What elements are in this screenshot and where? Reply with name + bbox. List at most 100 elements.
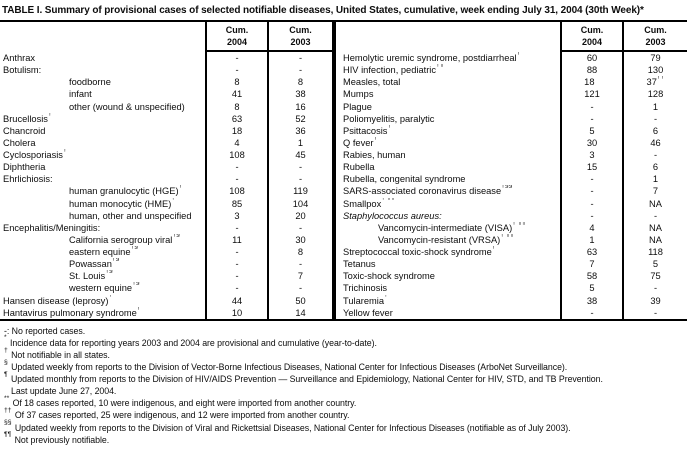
cum-2004-value: - [205, 282, 267, 295]
footnote-marker: † ¶¶ [381, 197, 395, 202]
right-header-row: Cum. 2004 Cum. 2003 [336, 22, 687, 52]
cum-2004-value: 44 [205, 294, 267, 307]
cum-2003-value: 37†† [622, 76, 687, 89]
table-row: other (wound & unspecified) 8 16 [0, 100, 332, 113]
table-row: Q fever† 30 46 [336, 136, 687, 149]
cum-2003-value: 46 [622, 136, 687, 149]
cum-2003-value: 5 [622, 258, 687, 271]
cum-2003-value: - [267, 173, 332, 186]
table-row: Psittacosis† 5 6 [336, 124, 687, 137]
table-row: SARS-associated coronavirus disease†§§ -7 [336, 185, 687, 198]
disease-name: Rubella, congenital syndrome [343, 174, 466, 185]
cum-2003-value: 1 [622, 100, 687, 113]
disease-name: Plague [343, 101, 372, 112]
footnote: * Incidence data for reporting years 200… [4, 334, 377, 348]
cum-2003-value: NA [622, 197, 687, 210]
left-disease-column-header [0, 22, 205, 52]
footnote: § Updated weekly from reports to the Div… [4, 358, 568, 373]
disease-name: Powassan†§ [0, 258, 205, 270]
disease-name: Cholera [3, 137, 36, 148]
cum-2004-value: - [560, 197, 622, 210]
cum-2003-value: 8 [267, 76, 332, 89]
right-cum-2003-column-header: Cum. 2003 [622, 22, 687, 52]
disease-name: Toxic-shock syndrome [343, 271, 435, 282]
table-row: human monocytic (HME)† 85 104 [0, 197, 332, 210]
table-row: eastern equine†§ -8 [0, 246, 332, 259]
table-row: Diphtheria - - [0, 161, 332, 174]
cum-2003-value: 119 [267, 185, 332, 198]
disease-name: Vancomycin-resistant (VRSA)† ¶¶ [336, 234, 560, 246]
footnote-marker: † [491, 246, 496, 250]
footnote-marker: † [178, 185, 183, 190]
table-row: Streptococcal toxic-shock syndrome† 63 118 [336, 246, 687, 259]
disease-name: infant [69, 89, 92, 100]
cum-2003-value: - [267, 161, 332, 174]
footnote-marker: † ¶¶ [500, 233, 514, 238]
cum-2004-value: - [205, 246, 267, 259]
cum-2004-value: 18 [205, 124, 267, 137]
year-2004-label: 2004 [581, 36, 603, 47]
disease-name: St. Louis†§ [0, 270, 205, 282]
right-table-body: Hemolytic uremic syndrome, postdiarrheal… [336, 52, 687, 319]
disease-name: other (wound & unspecified) [69, 101, 185, 112]
cum-2003-value: 104 [267, 197, 332, 210]
cum-2003-value: 128 [622, 88, 687, 101]
disease-name: SARS-associated coronavirus disease†§§ [336, 185, 560, 197]
disease-name: Yellow fever [343, 307, 393, 318]
table-row: human, other and unspecified 3 20 [0, 209, 332, 222]
cum-2003-value: 8 [267, 246, 332, 259]
disease-name: eastern equine†§ [0, 246, 205, 258]
footnote-marker: † [516, 52, 521, 56]
cum-2004-value: 88 [560, 64, 622, 77]
table-row: Botulism: - - [0, 64, 332, 77]
table-row: Measles, total 18** 37†† [336, 76, 687, 89]
disease-name: Rubella [343, 162, 375, 173]
cum-2004-value: - [205, 52, 267, 65]
cum-2003-value: 50 [267, 294, 332, 307]
footnote-marker: †† [656, 76, 665, 81]
disease-name: foodborne [69, 77, 111, 88]
table-row: Smallpox† ¶¶ - NA [336, 197, 687, 210]
right-cum-2004-column-header: Cum. 2004 [560, 22, 622, 52]
table-row: Plague -1 [336, 100, 687, 113]
cum-2003-value: - [622, 282, 687, 295]
table-row: Toxic-shock syndrome 58 75 [336, 270, 687, 283]
cum-2004-value: 108 [205, 149, 267, 162]
table-row: Tetanus 7 5 [336, 258, 687, 271]
cum-2003-value: 118 [622, 246, 687, 259]
disease-name: human, other and unspecified [69, 210, 192, 221]
cum-2003-value: 1 [267, 136, 332, 149]
footnote-marker: †§ [132, 282, 140, 287]
disease-name: Staphylococcus aureus: [343, 210, 442, 221]
footnote: ** Of 18 cases reported, 10 were indigen… [4, 394, 357, 409]
cum-2003-value: - [267, 258, 332, 271]
cum-2004-value: - [560, 185, 622, 198]
cum-2003-value: 38 [267, 88, 332, 101]
table-row: Yellow fever - - [336, 306, 687, 319]
footnote-marker: †§ [105, 270, 113, 275]
cum-2004-value: 38 [560, 294, 622, 307]
cum-2004-value: - [560, 306, 622, 319]
footnote: †† Of 37 cases reported, 25 were indigen… [4, 406, 350, 421]
table-row: California serogroup viral†§ 11 30 [0, 233, 332, 246]
cum-2003-value: - [622, 306, 687, 319]
footnote-marker: † [4, 346, 8, 354]
cum-2004-value: 3 [560, 149, 622, 162]
footnote-marker: † ¶¶ [512, 221, 526, 226]
disease-name: Hantavirus pulmonary syndrome† [0, 307, 205, 319]
disease-name: Botulism: [3, 65, 42, 76]
left-cum-2003-column-header: Cum. 2003 [267, 22, 332, 52]
cum-2004-value: 5 [560, 282, 622, 295]
year-2004-label: 2004 [226, 36, 248, 47]
cum-2003-value: 36 [267, 124, 332, 137]
disease-name: Smallpox† ¶¶ [336, 198, 560, 210]
cum-2004-value: 58 [560, 270, 622, 283]
cum-2003-value: 6 [622, 124, 687, 137]
cum-2004-value: - [205, 270, 267, 283]
disease-name: Q fever† [336, 137, 560, 149]
cum-2004-value: - [205, 173, 267, 186]
left-cum-2004-column-header: Cum. 2004 [205, 22, 267, 52]
table-row: Mumps 121 128 [336, 88, 687, 101]
disease-name: Vancomycin-intermediate (VISA)† ¶¶ [336, 222, 560, 234]
cum-2004-value: - [205, 221, 267, 234]
